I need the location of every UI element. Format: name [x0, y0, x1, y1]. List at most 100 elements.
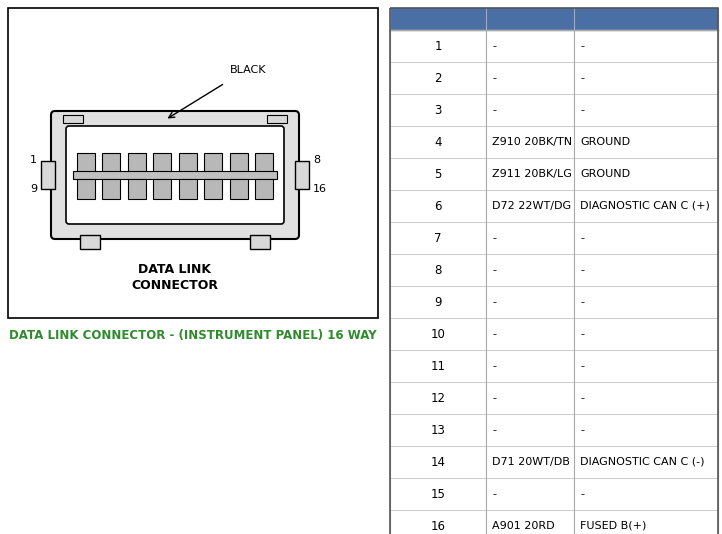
Bar — [390, 446, 718, 478]
Bar — [128, 179, 146, 199]
Text: 8: 8 — [435, 263, 442, 277]
Text: DATA LINK CONNECTOR - (INSTRUMENT PANEL) 16 WAY: DATA LINK CONNECTOR - (INSTRUMENT PANEL)… — [9, 329, 377, 342]
Bar — [390, 510, 718, 534]
Text: 13: 13 — [430, 423, 445, 436]
Bar — [390, 254, 718, 286]
Bar — [255, 179, 273, 199]
Bar — [390, 286, 718, 318]
Bar — [390, 8, 718, 534]
Text: -: - — [580, 233, 584, 243]
FancyBboxPatch shape — [66, 126, 284, 224]
Text: Z911 20BK/LG: Z911 20BK/LG — [492, 169, 572, 179]
Text: 5: 5 — [435, 168, 442, 180]
Text: -: - — [492, 329, 496, 339]
Text: -: - — [492, 41, 496, 51]
Text: -: - — [580, 105, 584, 115]
Text: 4: 4 — [434, 136, 442, 148]
Bar — [204, 179, 222, 199]
Text: DIAGNOSTIC CAN C (+): DIAGNOSTIC CAN C (+) — [580, 201, 710, 211]
Text: GROUND: GROUND — [580, 137, 630, 147]
Text: D72 22WT/DG: D72 22WT/DG — [492, 201, 571, 211]
Bar — [179, 153, 196, 173]
Text: 1: 1 — [434, 40, 442, 52]
FancyBboxPatch shape — [51, 111, 299, 239]
Text: 6: 6 — [434, 200, 442, 213]
Text: GROUND: GROUND — [580, 169, 630, 179]
Text: -: - — [580, 297, 584, 307]
Text: -: - — [492, 393, 496, 403]
Text: 3: 3 — [435, 104, 442, 116]
Bar — [230, 153, 248, 173]
Text: 2: 2 — [434, 72, 442, 84]
Text: 10: 10 — [430, 327, 445, 341]
Text: -: - — [580, 425, 584, 435]
Bar — [103, 179, 121, 199]
Bar — [179, 179, 196, 199]
Text: CONNECTOR: CONNECTOR — [131, 279, 219, 292]
Text: -: - — [580, 329, 584, 339]
Text: 14: 14 — [430, 456, 445, 468]
Text: 9: 9 — [434, 295, 442, 309]
Text: 1: 1 — [30, 155, 37, 165]
Bar — [77, 153, 95, 173]
Bar — [267, 115, 287, 123]
Text: 7: 7 — [434, 232, 442, 245]
Text: -: - — [492, 361, 496, 371]
Bar — [8, 8, 378, 318]
Text: 16: 16 — [430, 520, 445, 532]
Text: 12: 12 — [430, 391, 445, 404]
Bar — [390, 222, 718, 254]
Bar — [41, 161, 55, 189]
Text: 9: 9 — [30, 184, 37, 194]
Text: Z910 20BK/TN: Z910 20BK/TN — [492, 137, 572, 147]
Text: -: - — [492, 233, 496, 243]
Bar — [73, 171, 277, 179]
Text: -: - — [580, 265, 584, 275]
Text: -: - — [580, 361, 584, 371]
Text: -: - — [580, 41, 584, 51]
Text: -: - — [580, 73, 584, 83]
Text: A901 20RD: A901 20RD — [492, 521, 554, 531]
Text: -: - — [580, 489, 584, 499]
Text: DATA LINK: DATA LINK — [139, 263, 212, 276]
Bar — [390, 478, 718, 510]
Text: FUSED B(+): FUSED B(+) — [580, 521, 646, 531]
Bar — [80, 235, 100, 249]
Text: 8: 8 — [313, 155, 320, 165]
Bar — [390, 414, 718, 446]
Text: -: - — [580, 393, 584, 403]
Text: 11: 11 — [430, 359, 445, 373]
Bar — [390, 30, 718, 62]
Text: -: - — [492, 489, 496, 499]
Bar — [128, 153, 146, 173]
Bar — [390, 350, 718, 382]
Bar — [77, 179, 95, 199]
Bar — [390, 8, 718, 30]
Text: -: - — [492, 425, 496, 435]
Bar — [390, 318, 718, 350]
Bar — [295, 161, 309, 189]
Text: 15: 15 — [430, 488, 445, 500]
Bar — [103, 153, 121, 173]
Bar — [63, 115, 83, 123]
Bar — [153, 153, 171, 173]
Text: -: - — [492, 265, 496, 275]
Bar — [390, 126, 718, 158]
Text: -: - — [492, 73, 496, 83]
Bar — [390, 94, 718, 126]
Bar — [255, 153, 273, 173]
Bar — [204, 153, 222, 173]
Text: BLACK: BLACK — [230, 65, 266, 75]
Bar — [390, 62, 718, 94]
Text: DIAGNOSTIC CAN C (-): DIAGNOSTIC CAN C (-) — [580, 457, 705, 467]
Text: 16: 16 — [313, 184, 327, 194]
Bar — [390, 382, 718, 414]
Bar — [230, 179, 248, 199]
Bar — [153, 179, 171, 199]
Text: -: - — [492, 105, 496, 115]
Bar — [390, 190, 718, 222]
Text: -: - — [492, 297, 496, 307]
Text: D71 20WT/DB: D71 20WT/DB — [492, 457, 570, 467]
Bar — [390, 158, 718, 190]
Bar — [250, 235, 270, 249]
